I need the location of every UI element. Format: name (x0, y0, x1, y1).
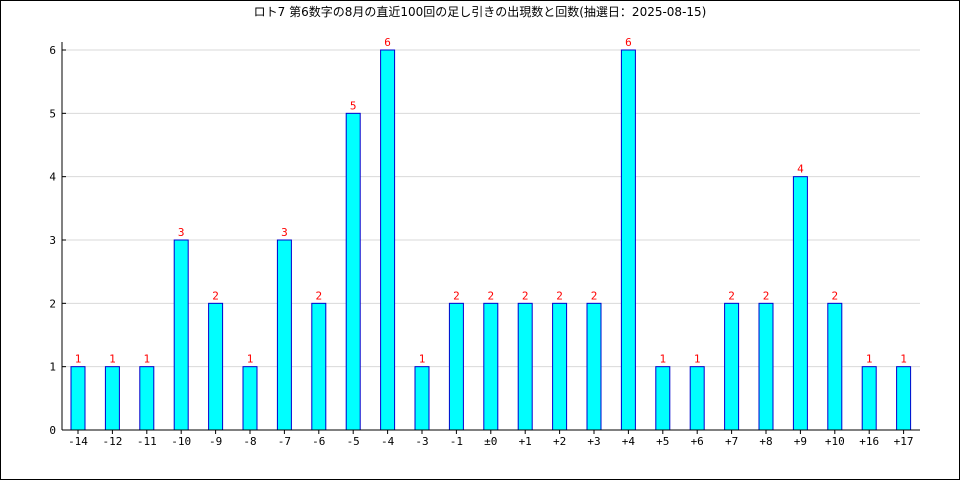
bar (104, 366, 120, 431)
bar (620, 49, 636, 431)
y-tick-label: 0 (49, 424, 56, 437)
x-tick-label: +17 (894, 435, 914, 448)
x-tick-label: -14 (68, 435, 88, 448)
x-tick-label: -11 (137, 435, 157, 448)
data-label: 3 (178, 226, 185, 239)
x-tick-label: -12 (102, 435, 122, 448)
data-label: 6 (384, 36, 391, 49)
data-label: 2 (212, 289, 219, 302)
y-axis-ticks: 0 1 2 3 4 5 6 (49, 44, 66, 437)
data-label: 5 (350, 99, 357, 112)
bar (792, 176, 808, 431)
y-tick-label: 5 (49, 107, 56, 120)
x-tick-label: +9 (794, 435, 807, 448)
bar (380, 49, 396, 431)
x-tick-label: -4 (381, 435, 395, 448)
x-tick-label: +6 (691, 435, 704, 448)
x-tick-label: -10 (171, 435, 191, 448)
data-label: 1 (109, 353, 116, 366)
bar (70, 366, 86, 431)
bars (70, 49, 912, 431)
x-tick-label: -9 (209, 435, 222, 448)
data-label: 1 (694, 353, 701, 366)
bar (242, 366, 258, 431)
x-tick-label: +3 (587, 435, 600, 448)
data-label: 2 (487, 289, 494, 302)
x-tick-label: -3 (415, 435, 428, 448)
bar (345, 112, 361, 431)
data-label: 2 (556, 289, 563, 302)
data-label: 2 (591, 289, 598, 302)
data-label: 1 (247, 353, 254, 366)
bar (208, 302, 224, 431)
bar (311, 302, 327, 431)
data-label: 2 (831, 289, 838, 302)
bar (517, 302, 533, 431)
bar (827, 302, 843, 431)
x-tick-label: -6 (312, 435, 325, 448)
bar (276, 239, 292, 431)
y-tick-label: 1 (49, 361, 56, 374)
x-tick-label: -8 (243, 435, 256, 448)
data-labels: 1 1 1 3 2 1 3 2 5 6 1 2 2 2 2 2 6 1 1 2 2 4 2 1 1 (75, 36, 907, 366)
x-tick-label: +16 (859, 435, 879, 448)
data-label: 2 (453, 289, 460, 302)
data-label: 2 (315, 289, 322, 302)
data-label: 4 (797, 163, 804, 176)
data-label: 1 (659, 353, 666, 366)
x-tick-label: +4 (622, 435, 636, 448)
data-label: 2 (728, 289, 735, 302)
y-tick-label: 4 (49, 171, 56, 184)
y-tick-label: 6 (49, 44, 56, 57)
chart-title: ロト7 第6数字の8月の直近100回の足し引きの出現数と回数(抽選日：2025-… (254, 4, 707, 19)
data-label: 3 (281, 226, 288, 239)
bar (758, 302, 774, 431)
data-label: 1 (866, 353, 873, 366)
data-label: 1 (75, 353, 82, 366)
bar (655, 366, 671, 431)
data-label: 6 (625, 36, 632, 49)
x-tick-label: +1 (519, 435, 532, 448)
data-label: 2 (763, 289, 770, 302)
gridlines (62, 49, 920, 368)
data-label: 1 (900, 353, 907, 366)
y-tick-label: 3 (49, 234, 56, 247)
x-tick-label: ±0 (484, 435, 497, 448)
data-label: 1 (419, 353, 426, 366)
bar (448, 302, 464, 431)
bar (861, 366, 877, 431)
x-tick-label: -7 (278, 435, 291, 448)
bar (414, 366, 430, 431)
bar (896, 366, 912, 431)
bar (689, 366, 705, 431)
bar (173, 239, 189, 431)
x-tick-label: +2 (553, 435, 566, 448)
bar (552, 302, 568, 431)
bar (139, 366, 155, 431)
bar (724, 302, 740, 431)
x-tick-label: +10 (825, 435, 845, 448)
data-label: 2 (522, 289, 529, 302)
data-label: 1 (143, 353, 150, 366)
y-tick-label: 2 (49, 297, 56, 310)
x-axis-ticks: -14 -12 -11 -10 -9 -8 -7 -6 -5 -4 -3 -1 ±0 +1 +2 +3 +4 +5… (68, 430, 914, 448)
bar (483, 302, 499, 431)
x-tick-label: -1 (450, 435, 463, 448)
x-tick-label: +5 (656, 435, 669, 448)
x-tick-label: +7 (725, 435, 738, 448)
x-tick-label: -5 (347, 435, 360, 448)
bar (586, 302, 602, 431)
x-tick-label: +8 (759, 435, 772, 448)
